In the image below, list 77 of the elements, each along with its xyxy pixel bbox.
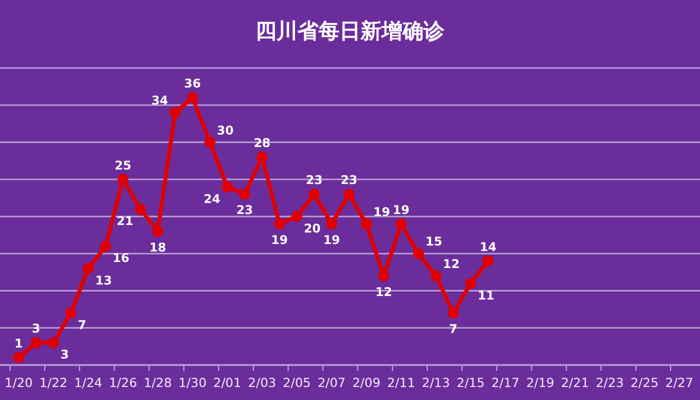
point xyxy=(448,308,459,319)
x-tick-label: 2/19 xyxy=(526,375,554,390)
point xyxy=(134,204,146,215)
data-label: 34 xyxy=(151,94,168,108)
point xyxy=(48,337,59,348)
data-label: 30 xyxy=(216,123,234,138)
point xyxy=(344,188,354,200)
data-label: 28 xyxy=(254,136,270,150)
point xyxy=(170,107,181,118)
data-label: 13 xyxy=(95,273,112,288)
data-label: 15 xyxy=(426,234,442,249)
x-tick-label: 2/01 xyxy=(213,375,242,390)
x-tick-label: 2/07 xyxy=(318,375,346,390)
data-label: 23 xyxy=(236,203,254,218)
x-tick-label: 1/22 xyxy=(39,375,68,390)
data-label: 19 xyxy=(323,232,340,247)
point xyxy=(291,211,302,222)
x-tick-label: 1/28 xyxy=(144,375,172,390)
point xyxy=(100,240,112,252)
point xyxy=(430,270,442,282)
point xyxy=(82,262,94,274)
x-tick-label: 1/30 xyxy=(178,375,207,390)
data-label: 1 xyxy=(14,336,23,351)
x-tick-label: 1/26 xyxy=(108,375,138,390)
x-tick-label: 2/17 xyxy=(491,375,520,390)
point xyxy=(413,248,424,260)
point xyxy=(274,218,285,230)
data-label: 3 xyxy=(32,322,40,336)
x-tick-label: 1/24 xyxy=(74,375,102,390)
x-tick-label: 2/27 xyxy=(665,375,694,390)
point xyxy=(65,308,76,319)
data-label: 24 xyxy=(204,192,220,206)
x-tick-label: 2/03 xyxy=(248,375,276,390)
data-label: 3 xyxy=(60,348,69,362)
point xyxy=(13,352,24,364)
point xyxy=(360,218,372,230)
x-tick-label: 2/15 xyxy=(456,375,485,390)
data-label: 19 xyxy=(271,232,288,247)
data-label: 7 xyxy=(449,322,458,336)
data-label: 12 xyxy=(375,284,392,299)
chart-title: 四川省每日新增确诊 xyxy=(256,19,446,43)
x-tick-label: 2/25 xyxy=(630,375,659,390)
x-tick-label: 2/05 xyxy=(282,375,311,390)
point xyxy=(396,218,407,230)
x-tick-label: 2/23 xyxy=(596,375,624,390)
data-label: 36 xyxy=(184,76,201,91)
point xyxy=(256,152,268,163)
point xyxy=(118,174,128,185)
data-label: 19 xyxy=(373,204,390,219)
data-label: 19 xyxy=(392,202,410,217)
x-tick-label: 2/13 xyxy=(422,375,450,390)
point xyxy=(222,181,233,192)
data-label: 12 xyxy=(442,256,460,271)
x-tick-label: 1/20 xyxy=(4,375,33,390)
point xyxy=(239,188,250,200)
data-label: 23 xyxy=(306,173,323,188)
data-label: 25 xyxy=(114,158,132,172)
point xyxy=(378,270,390,282)
point xyxy=(187,92,198,104)
point xyxy=(482,256,494,267)
data-label: 18 xyxy=(149,240,166,254)
data-label: 14 xyxy=(480,240,496,254)
x-tick-label: 2/21 xyxy=(560,375,590,390)
point xyxy=(204,136,216,148)
data-label: 11 xyxy=(478,288,494,302)
point xyxy=(152,226,164,237)
point xyxy=(30,337,42,348)
x-tick-label: 2/11 xyxy=(387,375,416,390)
data-label: 20 xyxy=(304,222,321,236)
x-tick-label: 2/09 xyxy=(352,375,380,390)
point xyxy=(465,278,476,289)
point xyxy=(326,218,338,230)
data-label: 21 xyxy=(116,214,134,228)
data-label: 16 xyxy=(112,251,130,266)
data-label: 7 xyxy=(78,318,86,332)
point xyxy=(308,188,320,200)
data-label: 23 xyxy=(340,173,358,188)
